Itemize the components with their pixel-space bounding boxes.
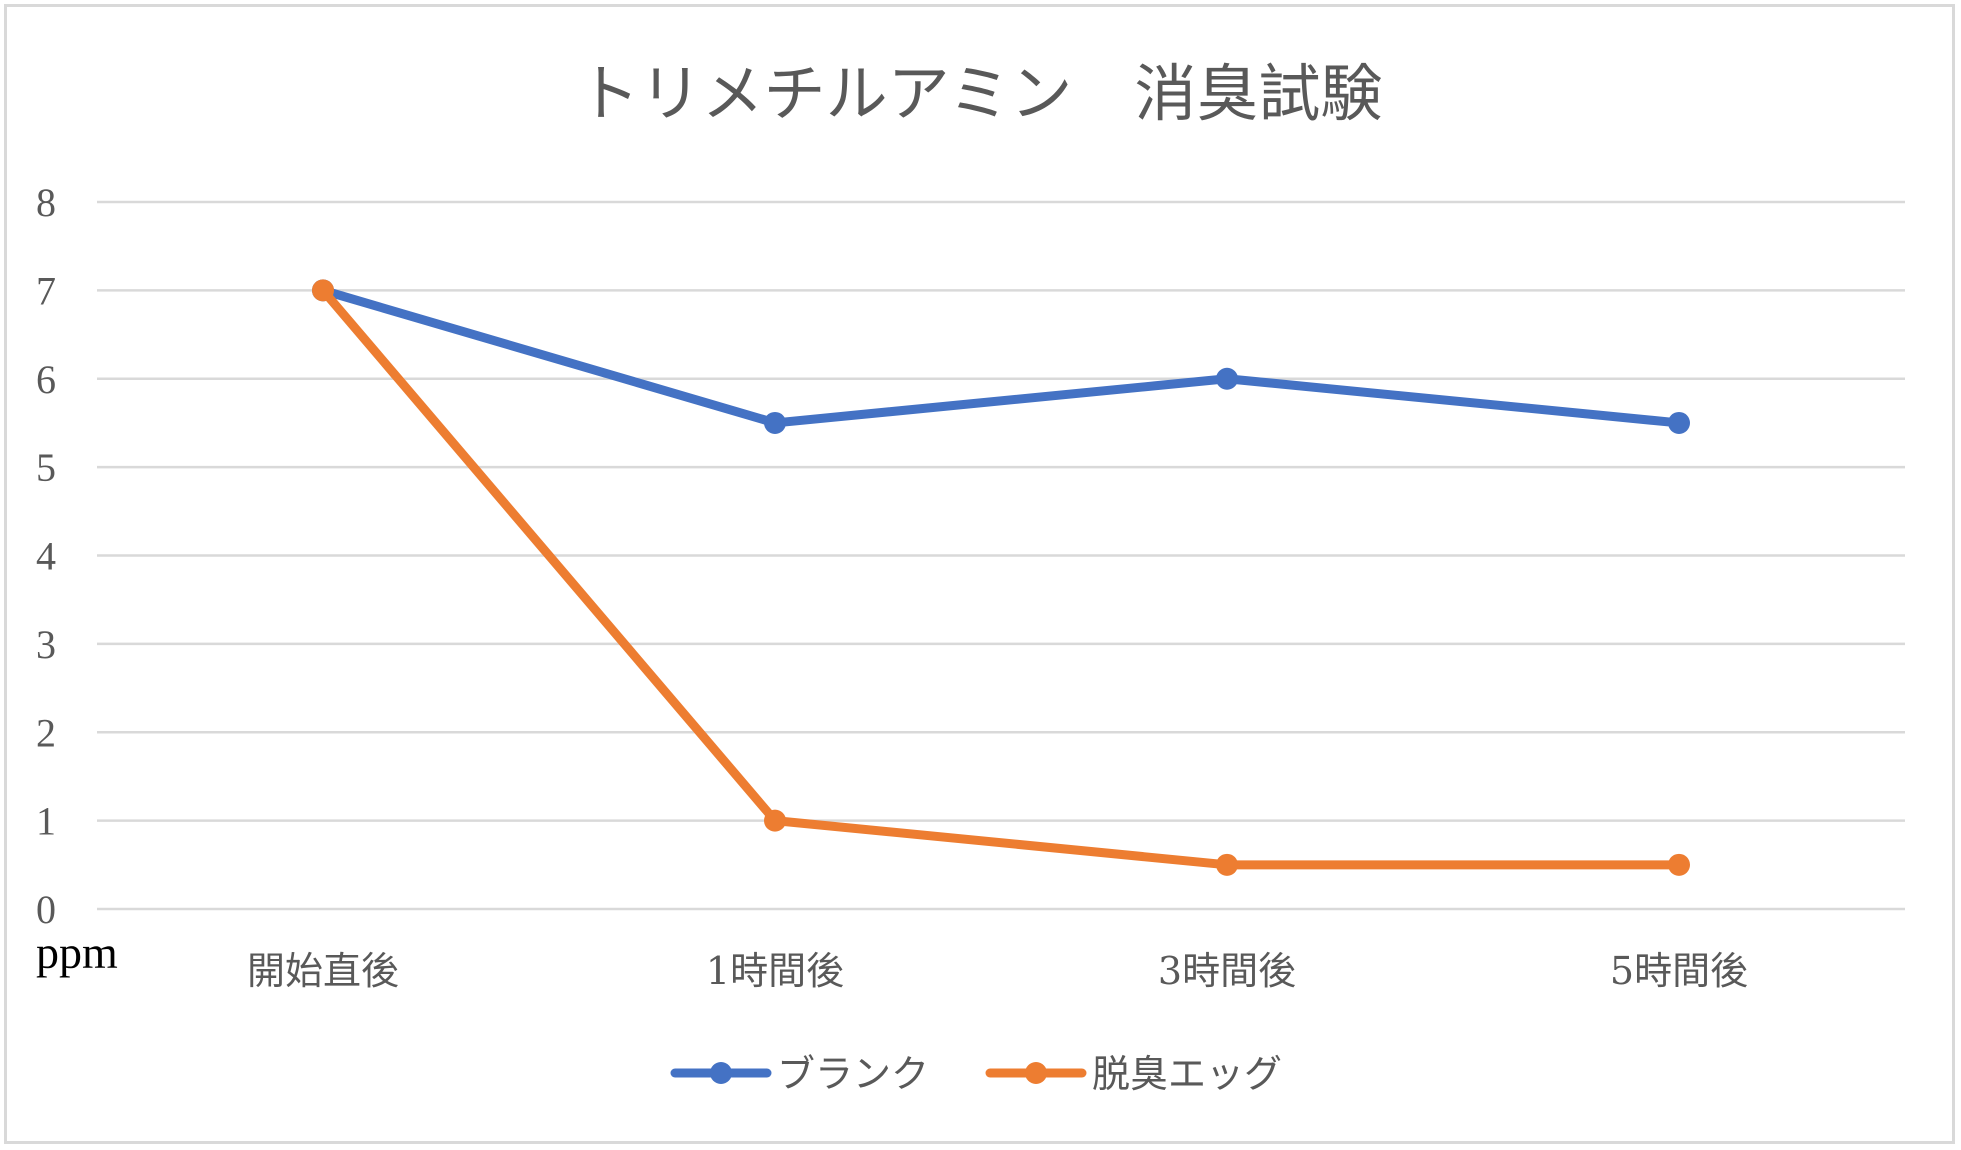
- legend: ブランク 脱臭エッグ: [670, 1052, 1282, 1096]
- y-tick-label: 0: [36, 887, 56, 932]
- x-axis-categories: 開始直後 1時間後 3時間後 5時間後: [247, 949, 1748, 993]
- chart-title: トリメチルアミン 消臭試験: [578, 57, 1383, 130]
- data-point: [1668, 411, 1690, 434]
- y-tick-label: 4: [36, 534, 56, 579]
- y-tick-label: 3: [36, 622, 56, 667]
- data-point: [764, 809, 786, 832]
- data-point: [1216, 853, 1238, 876]
- series: [312, 279, 1690, 876]
- series-2: [312, 279, 1690, 876]
- series-line: [318, 285, 1684, 428]
- data-point: [1668, 853, 1690, 876]
- y-tick-label: 7: [36, 268, 56, 313]
- x-category-label: 1時間後: [706, 949, 844, 993]
- y-tick-label: 8: [36, 180, 56, 225]
- y-tick-label: 6: [36, 357, 56, 402]
- data-point: [764, 411, 786, 434]
- legend-swatch-marker: [1025, 1062, 1047, 1084]
- chart-frame: [4, 4, 1955, 1144]
- series-1: [312, 279, 1690, 434]
- data-point: [1216, 367, 1238, 390]
- legend-entry: ブランク: [670, 1052, 929, 1096]
- x-category-label: 5時間後: [1610, 949, 1748, 993]
- y-tick-label: 2: [36, 710, 56, 755]
- gridlines: [97, 200, 1905, 911]
- legend-swatch-marker: [710, 1062, 732, 1084]
- y-tick-label: 1: [36, 799, 56, 844]
- x-category-label: 3時間後: [1158, 949, 1296, 993]
- legend-label: 脱臭エッグ: [1092, 1052, 1282, 1096]
- data-point: [312, 279, 334, 302]
- legend-label: ブランク: [777, 1052, 929, 1096]
- x-category-label: 開始直後: [247, 949, 399, 993]
- y-axis-ticks: 0 1 2 3 4 5 6 7 8: [36, 180, 56, 932]
- y-axis-unit-label: ppm: [36, 927, 118, 978]
- series-line: [318, 285, 1684, 870]
- legend-entry: 脱臭エッグ: [985, 1052, 1282, 1096]
- y-tick-label: 5: [36, 445, 56, 490]
